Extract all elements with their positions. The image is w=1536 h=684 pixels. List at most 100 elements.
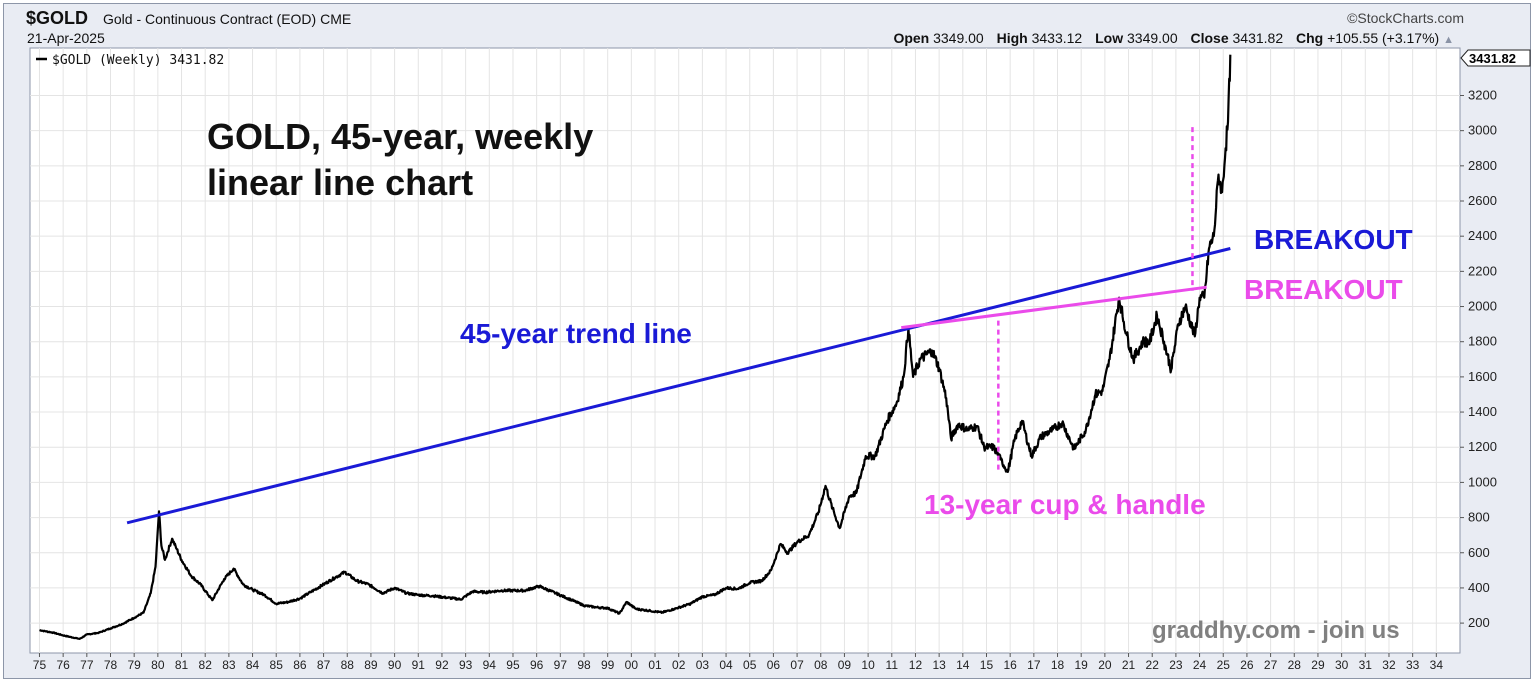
x-tick-label: 89 [364,658,378,672]
low-value: 3349.00 [1127,30,1178,46]
y-tick-label: 1800 [1468,334,1497,349]
x-tick-label: 29 [1311,658,1325,672]
x-tick-label: 01 [648,658,662,672]
x-tick-label: 31 [1359,658,1373,672]
x-tick-label: 77 [80,658,94,672]
stockcharts-credit: ©StockCharts.com [1347,10,1464,26]
chart-date: 21-Apr-2025 [27,30,105,46]
x-tick-label: 14 [956,658,970,672]
x-tick-label: 18 [1051,658,1065,672]
x-tick-label: 33 [1406,658,1420,672]
exchange-text: CME [320,11,352,27]
x-tick-label: 10 [861,658,875,672]
x-tick-label: 75 [33,658,47,672]
x-tick-label: 03 [696,658,710,672]
resistance-line [901,285,1207,330]
high-label: High [996,30,1028,46]
x-tick-label: 94 [483,658,497,672]
y-tick-label: 3200 [1468,87,1497,102]
breakout-label-pink: BREAKOUT [1244,274,1403,305]
x-tick-label: 81 [175,658,189,672]
x-tick-label: 87 [317,658,331,672]
x-tick-label: 25 [1217,658,1231,672]
x-tick-label: 11 [886,658,899,672]
close-label: Close [1190,30,1229,46]
y-tick-label: 800 [1468,510,1490,525]
x-tick-label: 96 [530,658,544,672]
x-tick-label: 79 [127,658,141,672]
symbol-label: $GOLD [26,8,89,28]
y-tick-label: 1600 [1468,369,1497,384]
x-tick-label: 04 [719,658,733,672]
x-tick-label: 82 [199,658,213,672]
trend-line [126,247,1231,525]
x-tick-label: 26 [1240,658,1254,672]
x-tick-label: 93 [459,658,473,672]
chg-value: +105.55 (+3.17%) [1327,30,1440,46]
y-tick-label: 600 [1468,545,1490,560]
y-tick-label: 2600 [1468,193,1497,208]
low-label: Low [1095,30,1124,46]
x-tick-label: 98 [577,658,591,672]
website-watermark: graddhy.com - join us [1152,617,1400,644]
x-tick-label: 24 [1193,658,1207,672]
x-tick-label: 92 [435,658,449,672]
y-tick-label: 2200 [1468,263,1497,278]
legend-label: $GOLD (Weekly) 3431.82 [52,53,224,68]
x-tick-label: 00 [625,658,639,672]
cup-handle-label: 13-year cup & handle [924,489,1206,520]
x-tick-label: 95 [506,658,520,672]
x-tick-label: 12 [909,658,923,672]
y-tick-label: 400 [1468,580,1490,595]
x-tick-label: 02 [672,658,686,672]
x-tick-label: 83 [222,658,236,672]
x-tick-label: 09 [838,658,852,672]
y-tick-label: 1400 [1468,404,1497,419]
breakout-label-blue: BREAKOUT [1254,224,1413,255]
open-value: 3349.00 [933,30,984,46]
chart-annotation-title: GOLD, 45-year, weekly linear line chart [207,114,593,206]
x-tick-label: 05 [743,658,757,672]
y-tick-label: 3000 [1468,123,1497,138]
x-axis: 75 76 77 78 79 80 81 82 83 84 85 86 87 88 89 90 91 92 93 94… [33,653,1444,672]
x-tick-label: 84 [246,658,260,672]
open-label: Open [893,30,930,46]
x-tick-label: 85 [270,658,284,672]
y-tick-label: 2000 [1468,299,1497,314]
x-tick-label: 88 [341,658,355,672]
x-tick-label: 08 [814,658,828,672]
contract-description: Gold - Continuous Contract (EOD) CME [103,11,351,27]
change-up-icon: ▲ [1443,34,1454,46]
close-value: 3431.82 [1232,30,1284,46]
quote-bar: Open 3349.00 High 3433.12 Low 3349.00 Cl… [893,30,1454,46]
x-tick-label: 91 [412,658,426,672]
x-tick-label: 15 [980,658,994,672]
x-tick-label: 28 [1288,658,1302,672]
x-tick-label: 32 [1382,658,1396,672]
x-tick-label: 20 [1098,658,1112,672]
chg-label: Chg [1296,30,1324,46]
y-tick-label: 1000 [1468,474,1497,489]
trend-line-label: 45-year trend line [460,318,692,349]
legend: $GOLD (Weekly) 3431.82 [36,53,224,68]
high-value: 3433.12 [1031,30,1083,46]
x-tick-label: 22 [1146,658,1160,672]
x-tick-label: 34 [1430,658,1444,672]
x-tick-label: 23 [1169,658,1183,672]
y-tick-label: 2400 [1468,228,1497,243]
annotation-title-line-2: linear line chart [207,162,474,203]
x-tick-label: 90 [388,658,402,672]
annotation-title-line-1: GOLD, 45-year, weekly [207,116,594,157]
x-tick-label: 13 [932,658,946,672]
x-tick-label: 17 [1027,658,1041,672]
x-tick-label: 27 [1264,658,1278,672]
x-tick-label: 21 [1122,658,1136,672]
x-tick-label: 78 [104,658,118,672]
x-tick-label: 06 [767,658,781,672]
x-tick-label: 97 [554,658,568,672]
x-tick-label: 80 [151,658,165,672]
x-tick-label: 19 [1075,658,1089,672]
y-tick-label: 2800 [1468,158,1497,173]
last-value-label: 3431.82 [1469,51,1516,66]
